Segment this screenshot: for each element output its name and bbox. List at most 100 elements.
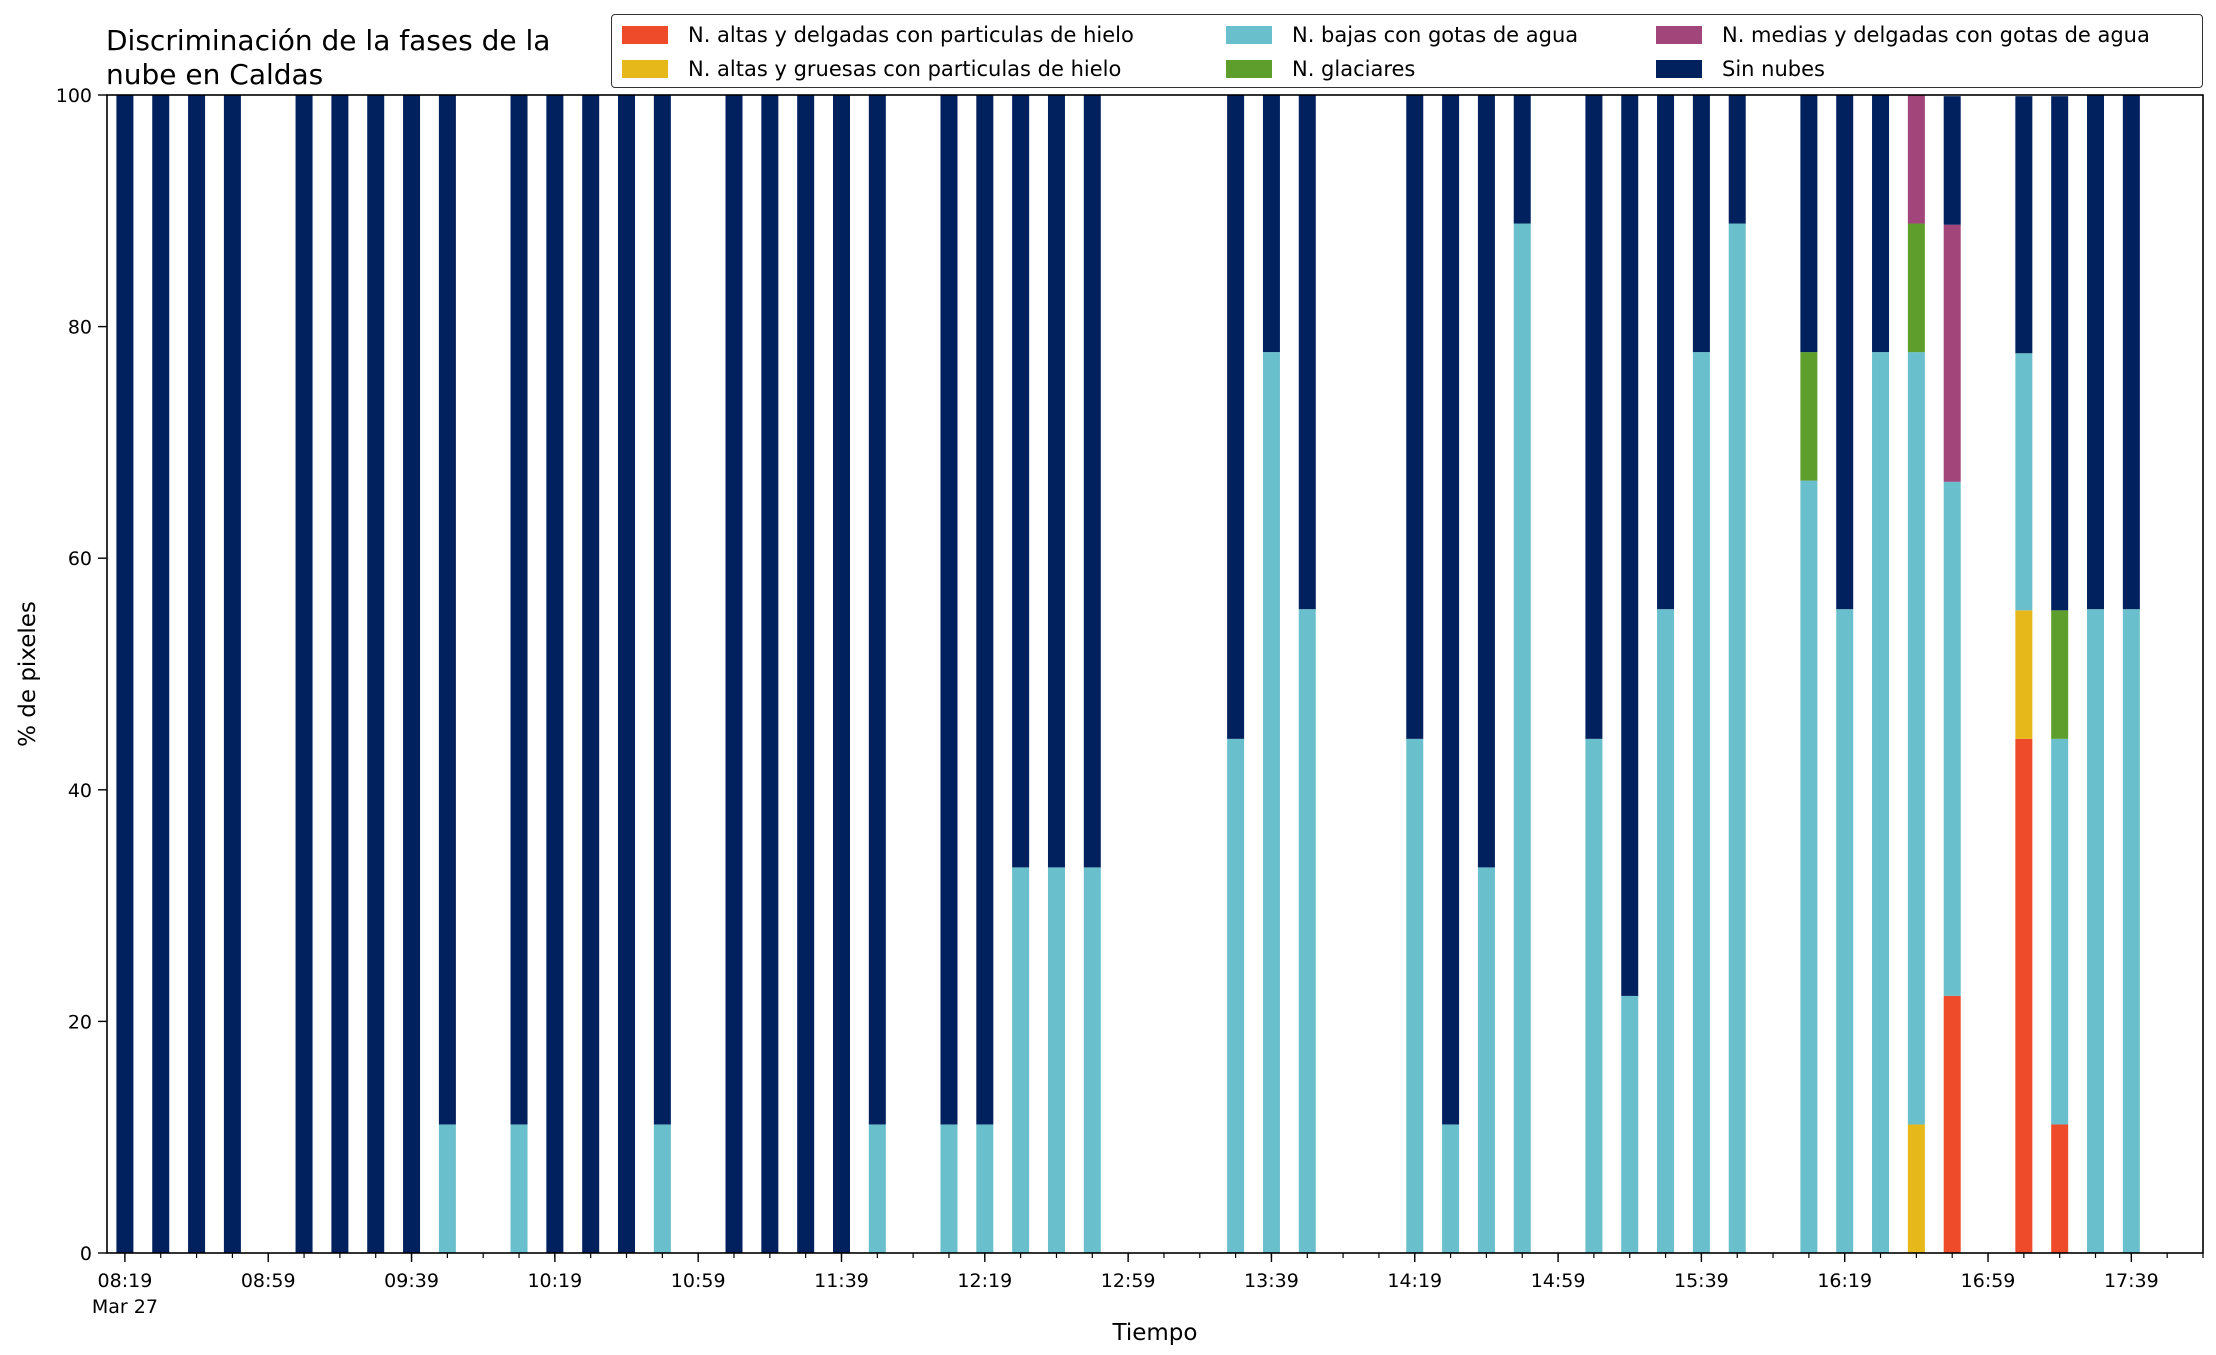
bar-segment-bajas [1298,609,1316,1253]
legend-item-sin-nubes: Sin nubes [1656,55,1825,83]
bar-segment-bajas [1836,609,1854,1253]
bar-segment-bajas [1442,1124,1460,1253]
legend-item-altas-delgadas: N. altas y delgadas con particulas de hi… [622,21,1134,49]
bar-segment-sin-nubes [2051,96,2069,611]
bar-segment-altas-delgadas [2051,1124,2069,1253]
bar-segment-medias [1907,95,1925,224]
bar-segment-sin-nubes [1621,95,1639,996]
bar-segment-sin-nubes [510,95,528,1125]
legend-label: N. bajas con gotas de agua [1292,23,1579,47]
bar-segment-sin-nubes [1227,95,1245,739]
chart-title-line-2: nube en Caldas [106,58,324,91]
bar-segment-sin-nubes [2122,95,2140,610]
y-tick-label: 0 [80,1243,92,1265]
bar-segment-bajas [2051,738,2069,1125]
bar-segment-bajas [1657,609,1675,1253]
bar-segment-sin-nubes [331,95,349,1253]
bar-segment-sin-nubes [618,95,636,1253]
bar-segment-bajas [1943,481,1961,996]
chart-title-line-1: Discriminación de la fases de la [106,24,551,57]
x-tick-label: 17:39 [2104,1270,2159,1292]
legend-swatch [622,26,668,44]
bar-segment-bajas [976,1124,994,1253]
bar-segment-sin-nubes [1800,95,1818,353]
x-tick-label: 11:39 [814,1270,869,1292]
x-tick-label: 12:19 [957,1270,1012,1292]
legend-item-bajas: N. bajas con gotas de agua [1226,21,1578,49]
y-axis-label: % de pixeles [15,601,41,747]
legend-label: N. altas y gruesas con particulas de hie… [688,57,1122,81]
legend-swatch [622,60,668,78]
bar-segment-sin-nubes [653,95,671,1125]
bar-segment-sin-nubes [438,95,456,1125]
legend-item-medias: N. medias y delgadas con gotas de agua [1656,21,2150,49]
x-tick-label: 08:19 [98,1270,153,1292]
bar-segment-sin-nubes [1657,95,1675,610]
x-tick-label: 16:19 [1817,1270,1872,1292]
bar-segment-sin-nubes [1262,95,1280,353]
bar-segment-sin-nubes [1585,95,1603,739]
x-tick-label: 14:59 [1531,1270,1586,1292]
bar-segment-bajas [1585,738,1603,1253]
y-tick-label: 100 [56,85,92,107]
bar-segment-sin-nubes [1477,95,1495,868]
bar-segment-glaciares [1907,223,1925,353]
legend-swatch [1226,26,1272,44]
bar-segment-sin-nubes [725,95,743,1253]
bar-segment-sin-nubes [152,95,170,1253]
bar-segment-sin-nubes [403,95,421,1253]
bar-segment-sin-nubes [940,95,958,1125]
bar-segment-bajas [1800,480,1818,1253]
x-tick-label: 13:39 [1244,1270,1299,1292]
bar-segment-bajas [1477,867,1495,1253]
bar-segment-sin-nubes [1836,95,1854,610]
bar-segment-bajas [868,1124,886,1253]
y-tick-label: 80 [68,317,92,339]
x-date-label: Mar 27 [92,1296,158,1318]
bar-segment-sin-nubes [2087,95,2105,610]
x-tick-label: 10:59 [671,1270,726,1292]
x-tick-label: 10:19 [527,1270,582,1292]
bar-segment-medias [1943,224,1961,482]
bar-segment-bajas [438,1124,456,1253]
bar-segment-sin-nubes [797,95,815,1253]
bar-segment-sin-nubes [1298,95,1316,610]
legend: N. altas y delgadas con particulas de hi… [611,14,2203,88]
bar-segment-sin-nubes [761,95,779,1253]
bar-segment-sin-nubes [1872,95,1890,353]
legend-label: N. altas y delgadas con particulas de hi… [688,23,1134,47]
bar-segment-sin-nubes [1728,95,1746,224]
x-tick-label: 15:39 [1674,1270,1729,1292]
bar-segment-sin-nubes [1943,96,1961,225]
bar-segment-sin-nubes [1083,95,1101,868]
plot-frame [106,94,2204,1254]
bar-segment-altas-delgadas [2015,738,2033,1253]
legend-swatch [1656,60,1702,78]
bar-segment-sin-nubes [1513,95,1531,224]
bar-segment-sin-nubes [2015,96,2033,354]
x-tick-label: 16:59 [1961,1270,2016,1292]
bar-segment-sin-nubes [1406,95,1424,739]
bar-segment-bajas [510,1124,528,1253]
bar-segment-sin-nubes [116,95,134,1253]
bar-segment-glaciares [2051,610,2069,739]
bar-segment-bajas [1262,352,1280,1254]
legend-swatch [1226,60,1272,78]
bar-segment-bajas [1692,352,1710,1254]
chart-title: Discriminación de la fases de la nube en… [106,24,550,92]
bar-segment-bajas [1083,867,1101,1253]
bar-segment-altas-gruesas [1907,1124,1925,1253]
legend-label: Sin nubes [1722,57,1825,81]
bar-segment-bajas [1872,352,1890,1254]
bar-segment-bajas [1621,995,1639,1253]
bar-segment-sin-nubes [976,95,994,1125]
bar-segment-sin-nubes [223,95,241,1253]
y-tick-label: 60 [68,548,92,570]
bar-segment-bajas [653,1124,671,1253]
bar-segment-sin-nubes [868,95,886,1125]
bar-segment-sin-nubes [367,95,385,1253]
bar-segment-bajas [1012,867,1030,1253]
legend-item-altas-gruesas: N. altas y gruesas con particulas de hie… [622,55,1121,83]
legend-label: N. medias y delgadas con gotas de agua [1722,23,2150,47]
